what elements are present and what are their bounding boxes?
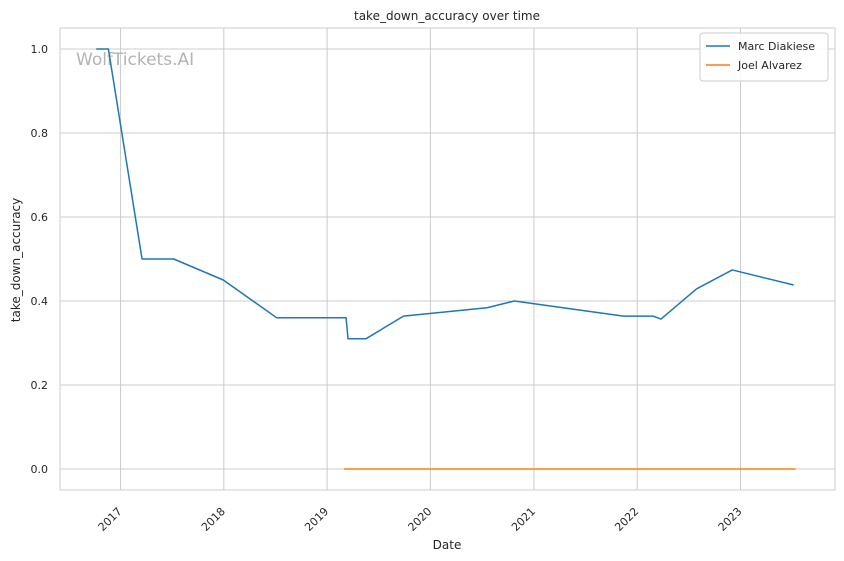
legend-box xyxy=(699,32,829,82)
legend: Marc Diakiese Joel Alvarez xyxy=(699,32,829,82)
y-tick-label: 0.2 xyxy=(31,379,49,392)
watermark: WolfTickets.AI xyxy=(76,50,194,70)
y-tick-label: 0.0 xyxy=(31,463,49,476)
legend-label: Marc Diakiese xyxy=(738,40,815,53)
chart-title: take_down_accuracy over time xyxy=(354,9,540,23)
legend-label: Joel Alvarez xyxy=(737,59,802,72)
x-axis-label: Date xyxy=(433,538,462,552)
y-tick-label: 0.8 xyxy=(31,127,49,140)
watermark-layer: WolfTickets.AI xyxy=(76,50,194,70)
plot-frame xyxy=(59,27,836,491)
series-line-0 xyxy=(96,48,794,340)
series-layer xyxy=(96,48,796,470)
y-axis-ticks: 0.0 0.2 0.4 0.6 0.8 1.0 xyxy=(31,43,49,476)
y-axis-label: take_down_accuracy xyxy=(9,198,23,322)
y-tick-label: 1.0 xyxy=(31,43,49,56)
y-tick-label: 0.6 xyxy=(31,211,49,224)
grid xyxy=(60,28,835,490)
y-tick-label: 0.4 xyxy=(31,295,49,308)
